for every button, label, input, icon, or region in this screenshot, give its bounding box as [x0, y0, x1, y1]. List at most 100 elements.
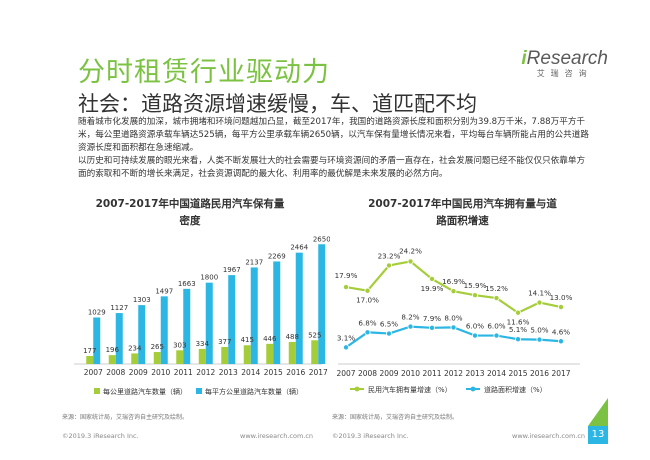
iresearch-logo: iResearch 艾瑞咨询	[521, 48, 608, 79]
green-point	[536, 299, 543, 306]
x-tick-label: 2008	[106, 368, 125, 377]
bar-label-per-km: 488	[286, 333, 299, 341]
green-point	[514, 309, 521, 316]
footer-copyright-left: ©2019.3 iResearch Inc.	[62, 432, 139, 440]
blue-data-label: 8.2%	[401, 313, 419, 322]
green-data-label: 15.2%	[485, 284, 508, 293]
footer-url-right: www.iresearch.com.cn	[512, 432, 586, 440]
bar-label-per-km: 377	[218, 338, 231, 346]
bar-label-per-km: 234	[128, 344, 142, 352]
bar-per-km	[311, 340, 319, 364]
blue-data-label: 5.0%	[530, 326, 548, 335]
bar-per-km	[153, 352, 161, 364]
green-point	[386, 262, 393, 269]
bar-label-per-sqkm: 2137	[245, 258, 263, 266]
bar-per-km	[108, 355, 116, 364]
bar-label-per-km: 415	[241, 336, 254, 344]
blue-data-label: 3.1%	[337, 333, 355, 342]
bar-per-km	[288, 341, 296, 364]
x-tick-label: 2009	[129, 368, 148, 377]
body-text: 随着城市化发展的加深，城市拥堵和环境问题越加凸显，截至2017年，我国的道路资源…	[78, 116, 590, 181]
bar-per-sqkm	[228, 275, 236, 364]
legend-marker-green	[354, 386, 360, 392]
green-data-label: 13.0%	[550, 293, 573, 302]
legend-label-per-km: 每公里道路汽车数量（辆）	[103, 387, 187, 396]
green-point	[471, 292, 478, 299]
bar-per-sqkm	[115, 313, 123, 364]
bar-per-km	[176, 350, 184, 364]
blue-point	[429, 324, 436, 331]
x-tick-label: 2010	[401, 369, 420, 378]
x-tick-label: 2007	[336, 369, 355, 378]
page-number: 13	[588, 426, 608, 444]
x-tick-label: 2014	[241, 368, 260, 377]
green-point	[557, 304, 564, 311]
bar-per-km	[266, 343, 274, 364]
page-title: 分时租赁行业驱动力	[78, 57, 330, 88]
green-series-line	[345, 260, 562, 315]
bar-label-per-km: 446	[263, 335, 277, 343]
blue-data-label: 6.8%	[358, 318, 376, 327]
x-tick-label: 2008	[358, 369, 377, 378]
blue-point	[450, 324, 457, 331]
green-point	[407, 258, 414, 265]
legend-label-per-sqkm: 每平方公里道路汽车数量（辆）	[205, 387, 303, 396]
blue-data-label: 8.0%	[444, 313, 462, 322]
blue-point	[514, 336, 521, 343]
bar-per-sqkm	[295, 252, 303, 364]
bar-per-sqkm	[138, 305, 146, 364]
legend-label-vehicle-growth: 民用汽车拥有量增速（%）	[368, 385, 452, 394]
bar-per-sqkm	[160, 296, 168, 364]
x-tick-label: 2013	[219, 368, 238, 377]
bar-label-per-sqkm: 1663	[178, 280, 196, 288]
left-bar-chart: 177 1029 2007 196 1127 2008 234 1303 2009 265 1497…	[74, 235, 330, 396]
logo-subtitle: 艾瑞咨询	[536, 69, 593, 78]
bar-label-per-sqkm: 1967	[223, 266, 241, 274]
bar-label-per-sqkm: 2464	[290, 244, 308, 252]
bar-label-per-sqkm: 1497	[155, 287, 173, 295]
blue-data-label: 7.9%	[423, 314, 441, 323]
bar-label-per-sqkm: 2650	[313, 235, 330, 243]
x-tick-label: 2013	[465, 369, 484, 378]
x-tick-label: 2007	[84, 368, 103, 377]
blue-data-label: 6.0%	[466, 322, 484, 331]
bar-per-sqkm	[250, 267, 258, 364]
x-tick-label: 2016	[530, 369, 549, 378]
blue-point	[342, 344, 349, 351]
bar-per-sqkm	[318, 244, 326, 364]
green-data-label: 16.9%	[442, 277, 465, 286]
x-tick-label: 2015	[508, 369, 527, 378]
x-tick-label: 2017	[309, 368, 328, 377]
blue-point	[386, 330, 393, 337]
green-data-label: 23.2%	[378, 251, 401, 260]
green-point	[429, 275, 436, 282]
blue-point	[557, 338, 564, 345]
green-point	[450, 288, 457, 295]
body-paragraph-2: 以历史和可持续发展的眼光来看，人类不断发展壮大的社会需要与环境资源间的矛盾一直存…	[78, 156, 586, 179]
bar-per-sqkm	[205, 282, 213, 364]
green-data-label: 11.6%	[507, 318, 530, 327]
x-tick-label: 2009	[379, 369, 398, 378]
green-data-label: 17.9%	[335, 271, 358, 280]
x-tick-label: 2016	[286, 368, 305, 377]
green-point	[342, 284, 349, 291]
right-footnote: 来源：国家统计局，艾瑞咨询自主研究及绘制。	[332, 414, 459, 421]
x-tick-label: 2012	[444, 369, 463, 378]
left-footnote: 来源：国家统计局，艾瑞咨询自主研究及绘制。	[62, 414, 189, 421]
green-data-label: 17.0%	[356, 296, 379, 305]
x-tick-label: 2014	[487, 369, 506, 378]
bar-label-per-km: 196	[106, 346, 120, 354]
x-tick-label: 2011	[174, 368, 193, 377]
bar-label-per-sqkm: 1303	[133, 296, 151, 304]
bar-label-per-km: 265	[151, 343, 164, 351]
blue-data-label: 5.1%	[509, 325, 527, 334]
green-data-label: 19.9%	[421, 284, 444, 293]
green-data-label: 15.9%	[464, 281, 487, 290]
bar-label-per-sqkm: 1127	[110, 304, 128, 312]
green-data-label: 14.1%	[528, 289, 551, 298]
green-point	[493, 295, 500, 302]
footer-copyright-right: ©2019.3 iResearch Inc.	[332, 432, 409, 440]
x-tick-label: 2017	[551, 369, 570, 378]
bar-label-per-sqkm: 2269	[268, 252, 286, 260]
bar-per-km	[86, 356, 94, 364]
